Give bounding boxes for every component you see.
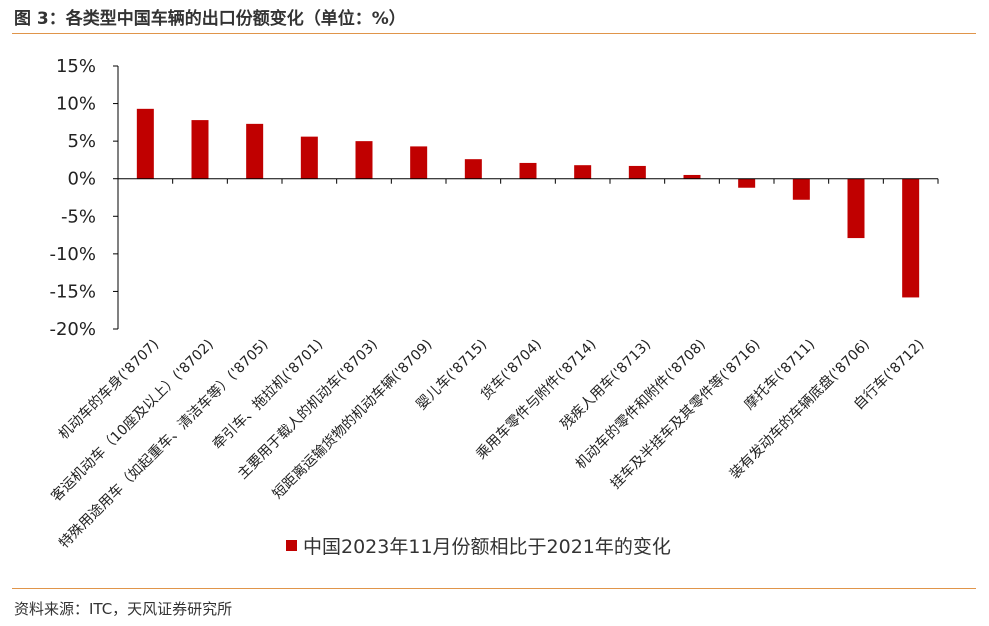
bar	[628, 165, 646, 179]
bar	[355, 141, 373, 179]
bar	[574, 165, 592, 179]
y-tick-label: -10%	[49, 244, 96, 265]
bar	[902, 178, 920, 298]
bar	[738, 178, 756, 188]
legend-swatch	[286, 540, 297, 551]
x-tick-label: 特殊用途用车（如起重车、清洁车等）('8705)	[56, 336, 272, 552]
y-tick-label: 15%	[56, 56, 96, 77]
footer-divider	[12, 588, 976, 589]
legend: 中国2023年11月份额相比于2021年的变化	[286, 532, 671, 559]
page-title: 图 3：各类型中国车辆的出口份额变化（单位：%）	[14, 9, 406, 29]
x-tick-label: 残疾人用车('8713)	[557, 336, 654, 433]
x-tick-label: 机动车的车身('8707)	[55, 336, 162, 443]
x-axis: 机动车的车身('8707)客运机动车（10座及以上）('8702)特殊用途用车（…	[48, 178, 939, 552]
bar	[519, 162, 537, 179]
bar	[683, 174, 701, 179]
source-note: 资料来源：ITC，天风证券研究所	[14, 600, 233, 618]
bar	[847, 178, 865, 239]
y-tick-label: -20%	[49, 319, 96, 340]
legend-label: 中国2023年11月份额相比于2021年的变化	[303, 536, 671, 558]
bar	[191, 120, 209, 179]
bar	[464, 159, 482, 179]
header-divider	[12, 33, 976, 34]
bars	[136, 108, 920, 298]
bar	[792, 178, 810, 200]
y-tick-label: 10%	[56, 94, 96, 115]
y-tick-label: -5%	[61, 206, 96, 227]
bar	[136, 108, 154, 179]
y-tick-label: 5%	[67, 131, 96, 152]
x-tick-label: 牵引车、拖拉机('8701)	[209, 336, 326, 453]
y-tick-label: 0%	[67, 169, 96, 190]
bar	[410, 146, 428, 179]
y-tick-label: -15%	[49, 281, 96, 302]
y-axis: 15% 10% 5% 0% -5% -10% -15% -20%	[49, 56, 119, 340]
bar	[246, 123, 264, 179]
bar	[300, 136, 318, 179]
